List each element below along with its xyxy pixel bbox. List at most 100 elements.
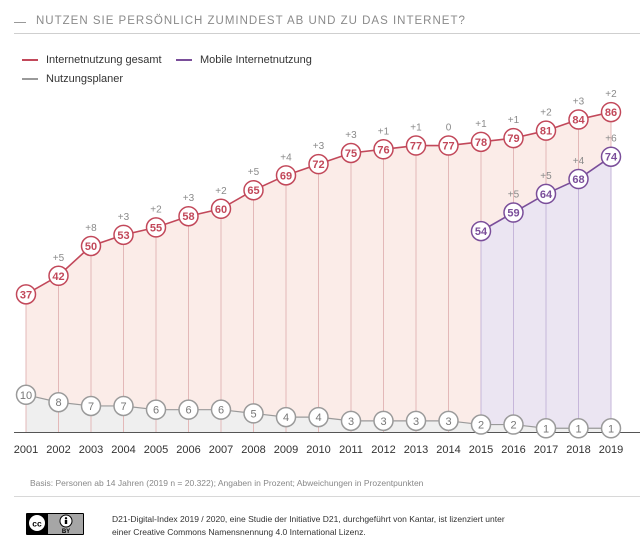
x-tick-2010: 2010: [306, 444, 330, 456]
point-nutzungsplaner-2001: [15, 384, 37, 406]
license-line-2: einer Creative Commons Namensnennung 4.0…: [112, 527, 366, 537]
change-label-gesamt-2017: +2: [540, 108, 552, 119]
change-label-gesamt-2019: +2: [605, 89, 617, 100]
data-label-mobile-2015: 54: [475, 226, 488, 238]
point-nutzungsplaner-2015: [470, 414, 492, 435]
point-nutzungsplaner-2012: [373, 410, 394, 432]
change-label-mobile-2019: +6: [605, 134, 617, 145]
data-label-gesamt-2018: 84: [572, 115, 585, 127]
point-mobile-2019: [600, 146, 622, 167]
cc-by-label: BY: [62, 529, 70, 535]
legend-item-mobile: Mobile Internetnutzung: [176, 54, 312, 66]
point-gesamt-2003: [80, 235, 102, 257]
point-nutzungsplaner-2009: [275, 406, 297, 428]
change-label-mobile-2017: +5: [540, 171, 552, 182]
data-label-nutzungsplaner-2009: 4: [283, 412, 289, 424]
change-label-gesamt-2011: +3: [345, 130, 357, 141]
x-tick-2002: 2002: [46, 444, 70, 456]
cc-logo-icon: cc BY: [29, 514, 83, 535]
data-label-gesamt-2016: 79: [507, 133, 519, 145]
x-tick-2014: 2014: [436, 444, 460, 456]
legend-swatch-mobile: [176, 59, 192, 62]
point-gesamt-2016: [503, 127, 524, 149]
point-mobile-2015: [470, 220, 492, 242]
data-label-gesamt-2002: 42: [52, 271, 64, 283]
x-tick-2015: 2015: [469, 444, 493, 456]
point-gesamt-2010: [308, 153, 329, 175]
point-gesamt-2009: [275, 165, 297, 186]
point-nutzungsplaner-2006: [178, 399, 199, 420]
license-text: D21-Digital-Index 2019 / 2020, eine Stud…: [112, 513, 505, 539]
x-tick-2004: 2004: [111, 444, 135, 456]
data-label-nutzungsplaner-2006: 6: [185, 405, 191, 417]
point-nutzungsplaner-2002: [48, 391, 69, 413]
point-nutzungsplaner-2018: [568, 418, 589, 439]
data-label-gesamt-2014: 77: [442, 141, 454, 153]
x-tick-2017: 2017: [534, 444, 558, 456]
legend-item-nonusers: Nutzungsplaner: [22, 73, 123, 85]
point-gesamt-2001: [15, 284, 37, 305]
point-gesamt-2018: [568, 109, 589, 130]
title-marker: [14, 22, 26, 23]
data-label-nutzungsplaner-2015: 2: [478, 420, 484, 432]
legend-swatch-total: [22, 59, 38, 62]
data-label-gesamt-2011: 75: [345, 148, 357, 160]
data-label-gesamt-2006: 58: [182, 211, 194, 223]
data-label-nutzungsplaner-2016: 2: [510, 420, 516, 432]
footer-divider: [14, 496, 640, 497]
x-tick-2009: 2009: [274, 444, 298, 456]
data-label-gesamt-2005: 55: [150, 222, 162, 234]
point-nutzungsplaner-2013: [405, 410, 427, 432]
change-label-gesamt-2006: +3: [183, 193, 195, 204]
legend-label-nonusers: Nutzungsplaner: [46, 73, 124, 85]
data-label-gesamt-2008: 65: [247, 185, 259, 197]
change-label-gesamt-2014: 0: [446, 123, 452, 134]
change-label-gesamt-2015: +1: [475, 119, 487, 130]
data-label-mobile-2019: 74: [605, 152, 618, 164]
change-label-gesamt-2003: +8: [85, 223, 97, 234]
point-mobile-2018: [568, 168, 589, 190]
data-label-nutzungsplaner-2012: 3: [380, 416, 386, 428]
point-gesamt-2008: [243, 179, 264, 201]
point-nutzungsplaner-2008: [243, 403, 264, 424]
point-gesamt-2011: [340, 142, 362, 164]
cc-license-badge: cc BY: [26, 513, 84, 535]
data-label-gesamt-2007: 60: [215, 204, 227, 216]
point-mobile-2016: [503, 202, 524, 223]
data-label-nutzungsplaner-2005: 6: [153, 405, 159, 417]
change-label-gesamt-2002: +5: [53, 253, 65, 264]
point-gesamt-2005: [145, 217, 167, 238]
legend-item-total: Internetnutzung gesamt: [22, 54, 162, 66]
x-tick-2011: 2011: [339, 444, 363, 456]
data-label-nutzungsplaner-2018: 1: [575, 423, 581, 435]
data-label-nutzungsplaner-2001: 10: [20, 390, 32, 402]
data-label-nutzungsplaner-2011: 3: [348, 416, 354, 428]
x-tick-2003: 2003: [79, 444, 103, 456]
legend-swatch-nonusers: [22, 78, 38, 81]
point-nutzungsplaner-2014: [438, 410, 459, 432]
data-label-gesamt-2003: 50: [85, 241, 97, 253]
data-label-gesamt-2001: 37: [20, 289, 32, 301]
data-label-mobile-2016: 59: [507, 208, 519, 220]
data-label-nutzungsplaner-2019: 1: [608, 423, 614, 435]
point-gesamt-2007: [210, 198, 232, 220]
data-label-nutzungsplaner-2014: 3: [445, 416, 451, 428]
legend-label-mobile: Mobile Internetnutzung: [200, 54, 312, 66]
point-gesamt-2017: [535, 120, 557, 141]
change-label-mobile-2018: +4: [573, 156, 585, 167]
change-label-gesamt-2018: +3: [573, 97, 585, 108]
point-gesamt-2006: [178, 205, 199, 227]
change-label-gesamt-2010: +3: [313, 141, 325, 152]
point-gesamt-2019: [600, 101, 622, 123]
point-nutzungsplaner-2011: [340, 410, 362, 432]
point-gesamt-2015: [470, 131, 492, 153]
point-nutzungsplaner-2004: [113, 395, 134, 417]
data-label-nutzungsplaner-2013: 3: [413, 416, 419, 428]
point-gesamt-2013: [405, 135, 427, 156]
data-label-nutzungsplaner-2002: 8: [55, 397, 61, 409]
data-label-gesamt-2012: 76: [377, 144, 389, 156]
point-nutzungsplaner-2019: [600, 418, 622, 439]
change-label-mobile-2016: +5: [508, 190, 520, 201]
